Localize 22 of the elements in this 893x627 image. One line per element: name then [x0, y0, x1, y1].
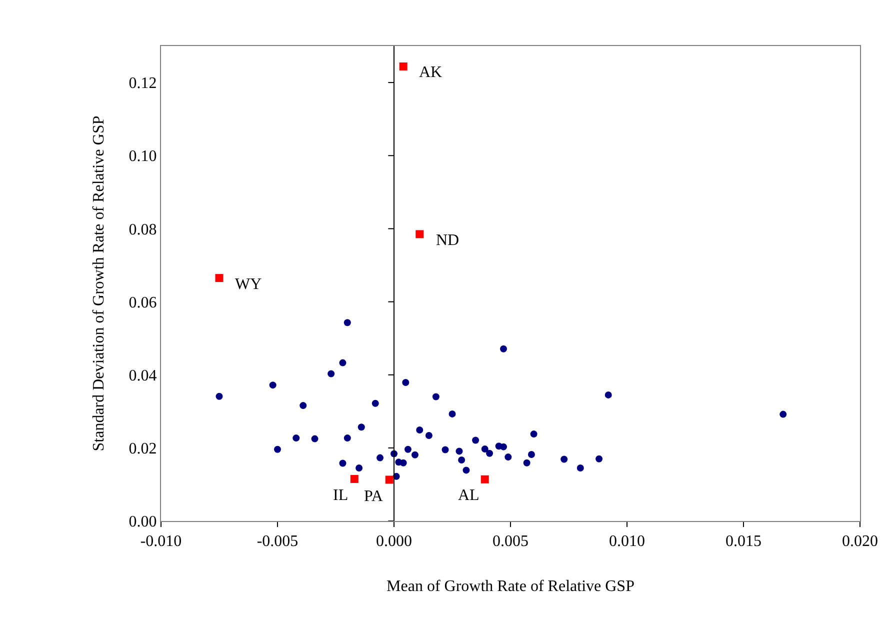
annotation: ND	[436, 232, 460, 249]
annotation: IL	[333, 487, 348, 504]
y-tick-label: 0.04	[128, 367, 157, 384]
x-tick-label: -0.010	[140, 533, 182, 550]
x-tick-label: 0.000	[376, 533, 412, 550]
x-tick-label: 0.005	[492, 533, 528, 550]
y-tick-label: 0.00	[128, 514, 157, 531]
x-tick-label: 0.020	[842, 533, 878, 550]
y-tick-label: 0.06	[128, 294, 157, 312]
y-tick-label: 0.12	[128, 75, 157, 92]
x-tick-label: -0.005	[256, 533, 298, 550]
x-tick-label: 0.010	[609, 533, 645, 550]
annotation: PA	[364, 488, 384, 505]
annotation: AK	[419, 64, 443, 81]
y-tick-label: 0.10	[128, 148, 157, 166]
y-axis-title: Standard Deviation of Growth Rate of Relative GSP	[90, 116, 108, 452]
annotation: WY	[235, 276, 262, 293]
annotation: AL	[458, 487, 480, 504]
x-axis-title: Mean of Growth Rate of Relative GSP	[386, 578, 635, 595]
x-tick-label: 0.015	[726, 533, 762, 550]
y-tick-label: 0.02	[128, 440, 157, 458]
y-tick-label: 0.08	[128, 221, 157, 238]
